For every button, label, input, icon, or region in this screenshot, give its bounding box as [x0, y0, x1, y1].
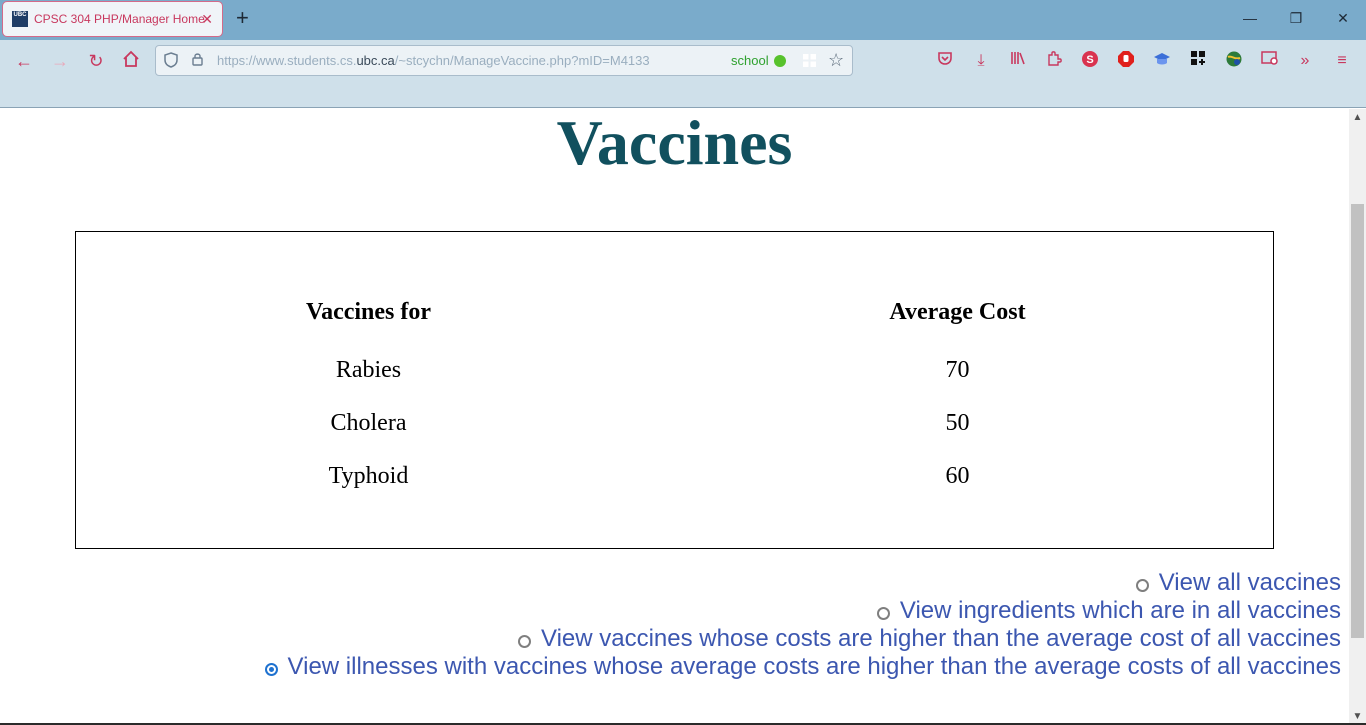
- svg-text:S: S: [1086, 54, 1093, 66]
- option-label[interactable]: View illnesses with vaccines whose avera…: [287, 653, 1341, 680]
- radio-button-selected[interactable]: [264, 663, 278, 676]
- cost-cell: 50: [945, 410, 970, 436]
- scroll-up-arrow-icon[interactable]: ▲: [1352, 112, 1363, 123]
- menu-hamburger-icon[interactable]: ≡: [1337, 52, 1347, 69]
- results-box: Vaccines for Average Cost Rabies 70 Chol…: [75, 231, 1274, 549]
- column-header-average-cost: Average Cost: [889, 298, 1026, 325]
- ubc-favicon-icon: UBC: [12, 11, 28, 27]
- library-icon[interactable]: [1007, 50, 1029, 72]
- tab-title: CPSC 304 PHP/Manager Home: [34, 12, 205, 26]
- column-header-vaccines-for: Vaccines for: [305, 298, 432, 325]
- illness-cell: Typhoid: [328, 463, 409, 489]
- vertical-scrollbar[interactable]: ▲ ▼: [1349, 109, 1366, 725]
- radio-button[interactable]: [518, 635, 531, 648]
- option-view-ingredients[interactable]: View ingredients which are in all vaccin…: [265, 597, 1341, 625]
- apps-grid-icon[interactable]: [1187, 50, 1209, 72]
- s-extension-icon[interactable]: S: [1079, 50, 1101, 72]
- url-path: /~stcychn/ManageVaccine.php?mID=M4133: [394, 53, 650, 68]
- option-label[interactable]: View all vaccines: [1158, 569, 1341, 596]
- address-bar[interactable]: https://www.students.cs.ubc.ca/~stcychn/…: [155, 45, 853, 76]
- minimize-icon[interactable]: —: [1243, 10, 1257, 26]
- nav-toolbar: ← → ↻ https://www.students.cs.ubc.ca/~st…: [0, 40, 1366, 108]
- new-tab-button[interactable]: +: [236, 5, 249, 30]
- scroll-down-arrow-icon[interactable]: ▼: [1352, 711, 1363, 722]
- url-text[interactable]: https://www.students.cs.ubc.ca/~stcychn/…: [217, 53, 650, 68]
- browser-tab[interactable]: UBC CPSC 304 PHP/Manager Home ✕: [2, 1, 223, 37]
- reload-icon[interactable]: ↻: [88, 51, 104, 71]
- overflow-chevrons-icon[interactable]: »: [1300, 52, 1310, 69]
- url-domain: ubc.ca: [356, 53, 395, 68]
- title-bar: UBC CPSC 304 PHP/Manager Home ✕ + — ❐ ✕: [0, 0, 1366, 40]
- tracking-shield-icon[interactable]: [164, 52, 178, 71]
- table-row: Cholera 50: [76, 397, 1254, 450]
- option-view-vaccines-above-average[interactable]: View vaccines whose costs are higher tha…: [265, 625, 1341, 653]
- grid-icon[interactable]: [803, 54, 816, 67]
- pocket-icon[interactable]: [934, 50, 956, 72]
- radio-button[interactable]: [1135, 579, 1149, 592]
- query-options: View all vaccines View ingredients which…: [264, 569, 1341, 681]
- option-label[interactable]: View ingredients which are in all vaccin…: [899, 597, 1341, 624]
- globe-extension-icon[interactable]: [1223, 50, 1245, 72]
- cost-cell: 60: [945, 463, 970, 489]
- lock-icon[interactable]: [192, 52, 203, 66]
- cost-cell: 70: [945, 357, 970, 383]
- window-bottom-edge: [0, 723, 1366, 725]
- page-content: Vaccines Vaccines for Average Cost Rabie…: [0, 109, 1349, 725]
- table-row: Rabies 70: [76, 344, 1254, 397]
- illness-cell: Cholera: [330, 410, 407, 436]
- table-row: Typhoid 60: [76, 450, 1254, 503]
- container-apple-icon: [774, 55, 786, 67]
- forward-icon[interactable]: →: [51, 51, 69, 71]
- restore-icon[interactable]: ❐: [1289, 10, 1303, 26]
- downloads-icon[interactable]: ⤓: [977, 52, 985, 69]
- illness-cell: Rabies: [335, 357, 402, 383]
- option-view-all-vaccines[interactable]: View all vaccines: [265, 569, 1341, 597]
- adblock-icon[interactable]: [1115, 50, 1137, 72]
- container-label[interactable]: school: [731, 53, 769, 68]
- option-label[interactable]: View vaccines whose costs are higher tha…: [541, 625, 1341, 652]
- screenshot-icon[interactable]: [1259, 50, 1281, 72]
- vaccines-table: Vaccines for Average Cost Rabies 70 Chol…: [76, 292, 1254, 503]
- radio-button[interactable]: [876, 607, 890, 620]
- table-header-row: Vaccines for Average Cost: [76, 292, 1254, 332]
- close-window-icon[interactable]: ✕: [1337, 10, 1349, 26]
- graduation-cap-icon[interactable]: [1151, 50, 1173, 72]
- back-icon[interactable]: ←: [15, 51, 33, 71]
- close-tab-icon[interactable]: ✕: [201, 11, 213, 27]
- scroll-thumb[interactable]: [1351, 204, 1364, 638]
- bookmark-star-icon[interactable]: ☆: [828, 50, 845, 70]
- page-title: Vaccines: [556, 109, 793, 178]
- extensions-icon[interactable]: [1043, 50, 1065, 72]
- url-prefix: https://www.students.cs.: [217, 53, 357, 68]
- home-icon[interactable]: [119, 50, 143, 72]
- option-view-illnesses-above-average[interactable]: View illnesses with vaccines whose avera…: [264, 653, 1341, 681]
